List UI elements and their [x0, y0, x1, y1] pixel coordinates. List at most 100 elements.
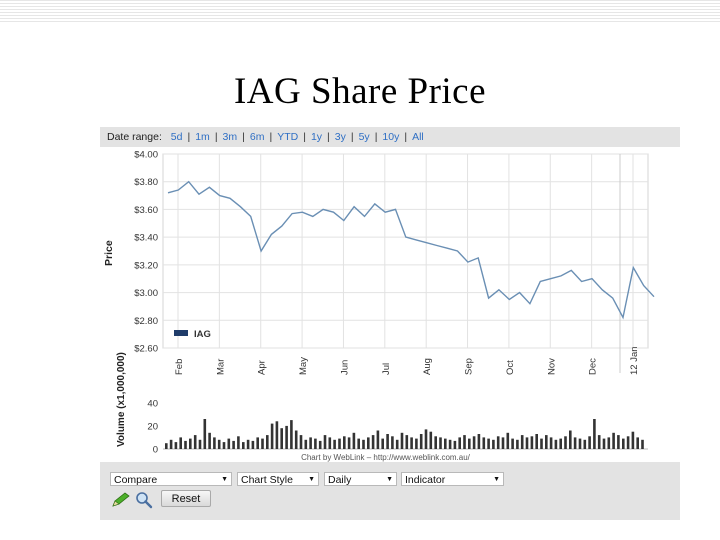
date-range-option[interactable]: All — [412, 131, 424, 143]
date-range-options: 5d | 1m | 3m | 6m | YTD | 1y | 3y | 5y | 10y | All — [165, 131, 424, 143]
slide-header-stripes — [0, 0, 720, 24]
volume-bar — [189, 438, 192, 449]
volume-bar — [290, 420, 293, 449]
volume-bar — [318, 440, 322, 449]
volume-bar — [419, 434, 423, 449]
date-range-option[interactable]: 1y — [310, 131, 323, 143]
volume-bar — [424, 429, 428, 449]
x-tick-label: May — [298, 357, 309, 375]
volume-bar — [511, 438, 514, 449]
volume-bar — [381, 438, 384, 449]
date-range-option[interactable]: YTD — [277, 131, 299, 143]
reset-button[interactable]: Reset — [161, 490, 211, 507]
volume-bar — [338, 438, 341, 449]
date-range-separator: | — [404, 131, 408, 143]
price-tick-label: $3.20 — [134, 260, 158, 271]
volume-bar — [261, 438, 264, 449]
volume-bar — [554, 439, 558, 449]
volume-bar — [439, 437, 442, 449]
volume-bar — [573, 437, 577, 449]
volume-bar — [617, 435, 620, 449]
date-range-separator: | — [269, 131, 273, 143]
volume-bar — [304, 439, 308, 449]
volume-bar — [607, 437, 611, 449]
chart-style-dropdown[interactable]: Chart Style ▼ — [237, 472, 319, 486]
volume-bar — [520, 435, 524, 449]
volume-bar — [217, 439, 221, 449]
volume-bar — [636, 437, 639, 449]
price-tick-label: $2.60 — [134, 344, 158, 355]
volume-bar — [530, 436, 534, 449]
compare-dropdown[interactable]: Compare ▼ — [110, 472, 232, 486]
volume-tick-label: 40 — [147, 398, 158, 409]
indicator-dropdown-label: Indicator — [405, 474, 446, 486]
volume-bar — [612, 432, 615, 449]
date-range-option[interactable]: 3y — [334, 131, 346, 143]
date-range-option[interactable]: 6m — [249, 131, 265, 143]
volume-bar — [376, 430, 380, 449]
volume-bar — [477, 434, 481, 449]
volume-bar — [448, 439, 452, 449]
legend-swatch-iag — [174, 330, 188, 336]
volume-bar — [270, 423, 274, 449]
price-plot-area — [162, 153, 649, 349]
volume-bar — [242, 442, 245, 449]
volume-bar — [367, 437, 370, 449]
volume-bar — [266, 435, 269, 449]
price-tick-label: $3.00 — [134, 288, 158, 299]
price-tick-label: $2.80 — [134, 316, 158, 327]
date-range-option[interactable]: 10y — [382, 131, 400, 143]
price-volume-chart[interactable]: $4.00 $3.80 $3.60 $3.40 $3.20 $3.00 $2.80 $2.60… — [100, 147, 680, 462]
x-tick-label: Jul — [381, 363, 392, 375]
date-range-option[interactable]: 5d — [170, 131, 183, 143]
volume-bar — [371, 435, 375, 449]
volume-tick-label: 20 — [147, 421, 158, 432]
indicator-dropdown[interactable]: Indicator ▼ — [401, 472, 504, 486]
date-range-separator: | — [187, 131, 191, 143]
volume-bar — [516, 439, 519, 449]
volume-bar — [487, 438, 490, 449]
price-tick-label: $4.00 — [134, 150, 158, 161]
volume-bar — [165, 443, 168, 449]
volume-bar — [641, 439, 644, 449]
pencil-icon[interactable] — [111, 492, 131, 508]
volume-bar — [169, 439, 173, 449]
date-range-separator: | — [350, 131, 354, 143]
x-tick-label: Dec — [588, 358, 599, 375]
volume-bar — [602, 438, 606, 449]
volume-bar — [275, 421, 279, 449]
volume-bar — [395, 439, 399, 449]
volume-bar — [347, 437, 351, 449]
volume-bar — [626, 436, 630, 449]
x-tick-label: Feb — [174, 359, 185, 375]
x-tick-label: 12 Jan — [629, 346, 640, 375]
date-range-option[interactable]: 1m — [195, 131, 210, 143]
x-tick-label: Apr — [257, 360, 268, 375]
volume-bar — [386, 434, 389, 449]
x-tick-label: Mar — [215, 359, 226, 375]
volume-bar — [198, 439, 202, 449]
date-range-separator: | — [303, 131, 306, 143]
volume-bar — [208, 432, 211, 449]
price-tick-label: $3.40 — [134, 233, 158, 244]
chevron-down-icon: ▼ — [308, 476, 315, 483]
date-range-option[interactable]: 5y — [358, 131, 370, 143]
volume-bar — [362, 439, 365, 449]
volume-bar — [391, 436, 394, 449]
volume-bar — [458, 437, 461, 449]
volume-bar — [472, 436, 476, 449]
volume-bar — [184, 440, 187, 449]
x-tick-label: Jun — [339, 360, 350, 375]
zoom-icon[interactable] — [135, 491, 153, 509]
volume-bar — [463, 435, 466, 449]
volume-bar — [492, 439, 495, 449]
period-dropdown[interactable]: Daily ▼ — [324, 472, 397, 486]
share-price-widget: Date range: 5d | 1m | 3m | 6m | YTD | 1y | 3y | 5y | 10y… — [100, 127, 680, 520]
volume-bar — [294, 430, 298, 449]
volume-axis-label: Volume (x1,000,000) — [116, 352, 127, 447]
volume-bar — [352, 432, 356, 449]
volume-bar — [410, 437, 413, 449]
date-range-option[interactable]: 3m — [222, 131, 238, 143]
volume-bar — [237, 436, 240, 449]
volume-bar — [232, 440, 235, 449]
